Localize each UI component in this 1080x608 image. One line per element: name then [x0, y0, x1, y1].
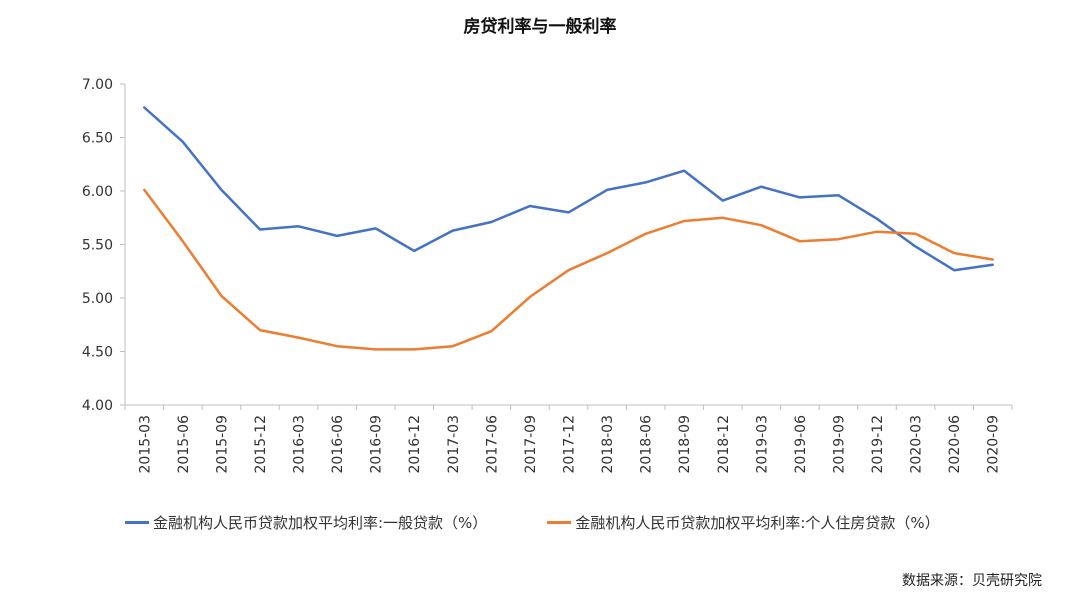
y-tick-label: 4.50 [82, 345, 113, 361]
chart-title: 房贷利率与一般利率 [463, 17, 617, 37]
legend-item-general-loan: 金融机构人民币贷款加权平均利率:一般贷款（%） [125, 512, 487, 533]
y-tick-label: 4.00 [82, 398, 113, 414]
x-tick-label: 2018-06 [639, 415, 655, 474]
x-tick-label: 2016-09 [369, 415, 385, 474]
x-tick-label: 2018-12 [716, 415, 732, 474]
series-line-general-loan [143, 106, 994, 272]
x-tick-label: 2018-03 [600, 415, 616, 474]
legend-swatch-general-loan [125, 521, 149, 524]
x-tick-label: 2018-09 [677, 415, 693, 474]
x-tick-label: 2019-12 [870, 415, 886, 474]
y-tick-label: 6.00 [82, 184, 113, 200]
x-tick-label: 2020-09 [986, 415, 1002, 474]
source-note: 数据来源：贝壳研究院 [902, 573, 1042, 589]
x-tick-label: 2015-09 [214, 415, 230, 474]
x-tick-label: 2017-03 [446, 415, 462, 474]
legend-item-housing-loan: 金融机构人民币贷款加权平均利率:个人住房贷款（%） [547, 512, 940, 533]
x-tick-label: 2019-09 [831, 415, 847, 474]
legend-label-general-loan: 金融机构人民币贷款加权平均利率:一般贷款（%） [153, 514, 488, 532]
series-line-housing-loan [143, 188, 994, 351]
legend-label-housing-loan: 金融机构人民币贷款加权平均利率:个人住房贷款（%） [575, 514, 940, 532]
x-tick-label: 2015-12 [253, 415, 269, 474]
x-tick-label: 2015-03 [137, 415, 153, 474]
y-tick-label: 7.00 [82, 77, 113, 93]
y-tick-label: 5.00 [82, 291, 113, 307]
legend-swatch-housing-loan [547, 521, 572, 524]
series-group [143, 106, 994, 351]
x-tick-label: 2016-12 [407, 415, 423, 474]
x-tick-label: 2016-06 [330, 415, 346, 474]
x-tick-label: 2017-09 [523, 415, 539, 474]
x-tick-label: 2016-03 [292, 415, 308, 474]
y-tick-label: 6.50 [82, 131, 113, 147]
x-tick-label: 2019-06 [793, 415, 809, 474]
axes: 4.00 4.50 5.00 5.50 6.00 6.50 7.00 2015-03 2015-… [82, 77, 1013, 474]
x-tick-label: 2017-12 [562, 415, 578, 474]
x-tick-label: 2019-03 [754, 415, 770, 474]
legend: 金融机构人民币贷款加权平均利率:一般贷款（%） 金融机构人民币贷款加权平均利率:… [125, 512, 940, 533]
y-tick-label: 5.50 [82, 238, 113, 254]
x-tick-label: 2020-03 [909, 415, 925, 474]
x-tick-label: 2017-06 [484, 415, 500, 474]
x-tick-label: 2020-06 [947, 415, 963, 474]
x-tick-label: 2015-06 [176, 415, 192, 474]
